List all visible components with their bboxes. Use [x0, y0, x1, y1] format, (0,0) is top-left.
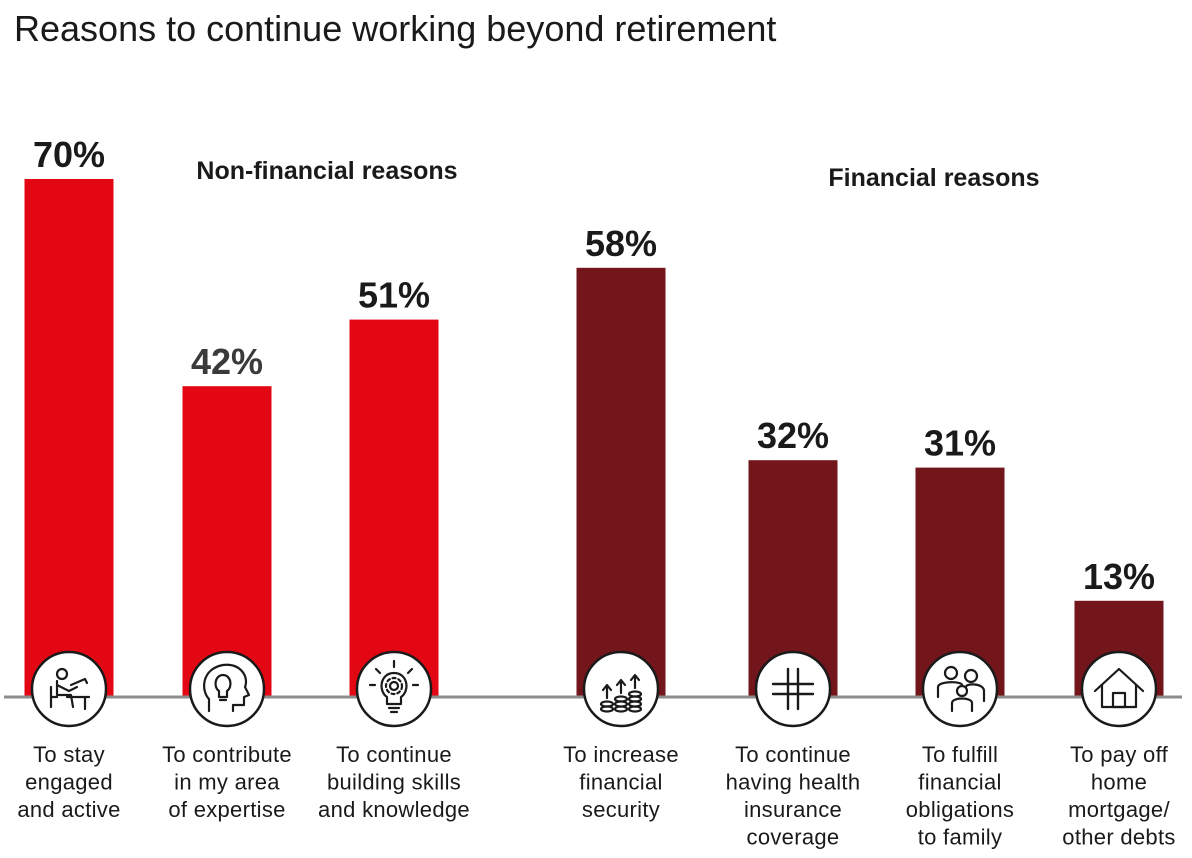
category-label-line: security — [582, 797, 660, 822]
value-label-7: 13% — [1083, 556, 1155, 597]
category-label-2: To contribute in my area of expertise — [162, 742, 292, 822]
category-label-line: having health — [726, 770, 861, 795]
category-label-line: To contribute — [162, 742, 292, 767]
value-label-2: 42% — [191, 341, 263, 382]
category-label-line: financial — [918, 770, 1001, 795]
medical-cross-icon — [754, 650, 832, 728]
coin-stacks-arrows-icon — [582, 650, 660, 728]
group-label-non-financial: Non-financial reasons — [196, 157, 457, 185]
category-label-7: To pay off home mortgage/other debts — [1062, 742, 1175, 850]
person-at-desk-icon — [30, 650, 108, 728]
value-label-1: 70% — [33, 134, 105, 175]
category-label-line: coverage — [747, 825, 840, 850]
head-lightbulb-icon — [188, 650, 266, 728]
category-label-line: and active — [17, 797, 120, 822]
category-label-1: To stay engaged and active — [17, 742, 120, 822]
bar-4 — [576, 267, 666, 697]
category-label-line: insurance — [744, 797, 842, 822]
category-label-line: To stay — [33, 742, 105, 767]
category-label-line: mortgage/ — [1068, 797, 1170, 822]
category-label-line: of expertise — [168, 797, 285, 822]
category-label-line: building skills — [327, 770, 461, 795]
category-label-line: To increase — [563, 742, 679, 767]
category-label-3: To continue building skills and knowledge — [318, 742, 470, 822]
family-icon — [921, 650, 999, 728]
value-label-4: 58% — [585, 223, 657, 264]
category-label-line: obligations — [906, 797, 1015, 822]
lightbulb-gear-icon — [355, 650, 433, 728]
category-label-line: To fulfill — [922, 742, 998, 767]
chart-title: Reasons to continue working beyond retir… — [14, 8, 777, 49]
group-label-financial: Financial reasons — [828, 164, 1039, 192]
value-label-5: 32% — [757, 415, 829, 456]
category-label-line: in my area — [174, 770, 280, 795]
category-label-line: and knowledge — [318, 797, 470, 822]
category-label-line: other debts — [1062, 825, 1175, 850]
category-label-line: engaged — [25, 770, 113, 795]
category-label-line: to family — [918, 825, 1003, 850]
value-label-6: 31% — [924, 423, 996, 464]
bar-1 — [24, 179, 114, 697]
category-label-line: To continue — [336, 742, 452, 767]
category-label-line: To continue — [735, 742, 851, 767]
bar-3 — [349, 319, 439, 697]
value-label-3: 51% — [358, 275, 430, 316]
category-label-line: home — [1091, 770, 1147, 795]
category-label-5: To continue having health insurance coverag… — [726, 742, 861, 850]
bar-2 — [182, 386, 272, 697]
category-label-4: To increase financial security — [563, 742, 679, 822]
category-label-6: To fulfill financial obligations to family — [906, 742, 1015, 850]
house-icon — [1080, 650, 1158, 728]
category-label-line: financial — [579, 770, 662, 795]
category-label-line: To pay off — [1070, 742, 1169, 767]
